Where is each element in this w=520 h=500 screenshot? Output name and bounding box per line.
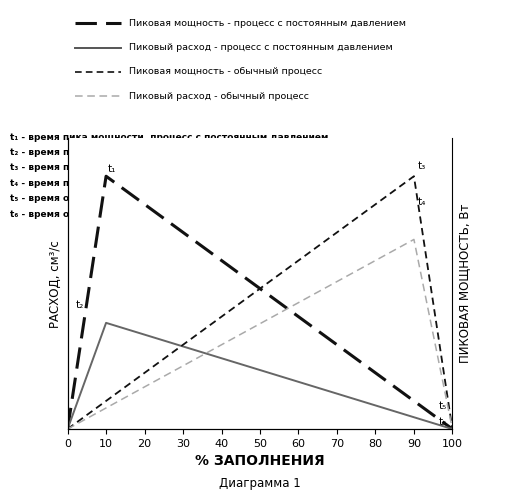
Text: t₄: t₄ [418,196,426,206]
Text: Пиковая мощность - обычный процесс: Пиковая мощность - обычный процесс [129,68,322,76]
Text: t₆ - время окончания заполнения, обычный процесс: t₆ - время окончания заполнения, обычный… [10,210,283,219]
X-axis label: % ЗАПОЛНЕНИЯ: % ЗАПОЛНЕНИЯ [195,454,325,468]
Y-axis label: РАСХОД, см³/с: РАСХОД, см³/с [49,240,62,328]
Text: t₄ - время пика расхода, обычный процесс: t₄ - время пика расхода, обычный процесс [10,179,234,188]
Text: Пиковый расход - обычный процесс: Пиковый расход - обычный процесс [129,92,309,101]
Text: t₂: t₂ [75,300,84,310]
Text: t₁: t₁ [108,164,116,173]
Text: t₅: t₅ [439,402,447,411]
Text: Пиковый расход - процесс с постоянным давлением: Пиковый расход - процесс с постоянным да… [129,43,393,52]
Text: Диаграмма 1: Диаграмма 1 [219,478,301,490]
Text: t₃: t₃ [418,161,426,171]
Text: t₆: t₆ [439,416,447,426]
Text: t₃ - время пика мощности, обычный процесс: t₃ - время пика мощности, обычный процес… [10,164,244,172]
Text: t₁ - время пика мощности, процесс с постоянным давлением: t₁ - время пика мощности, процесс с пост… [10,132,329,141]
Y-axis label: ПИКОВАЯ МОЩНОСТЬ, Вт: ПИКОВАЯ МОЩНОСТЬ, Вт [458,204,471,364]
Text: t₅ - время окончания заполнения, процесс с постоянным давлением: t₅ - время окончания заполнения, процесс… [10,194,368,203]
Text: Пиковая мощность - процесс с постоянным давлением: Пиковая мощность - процесс с постоянным … [129,18,406,28]
Text: t₂ - время пика расхода, процесс с постоянным давлением: t₂ - время пика расхода, процесс с посто… [10,148,319,157]
